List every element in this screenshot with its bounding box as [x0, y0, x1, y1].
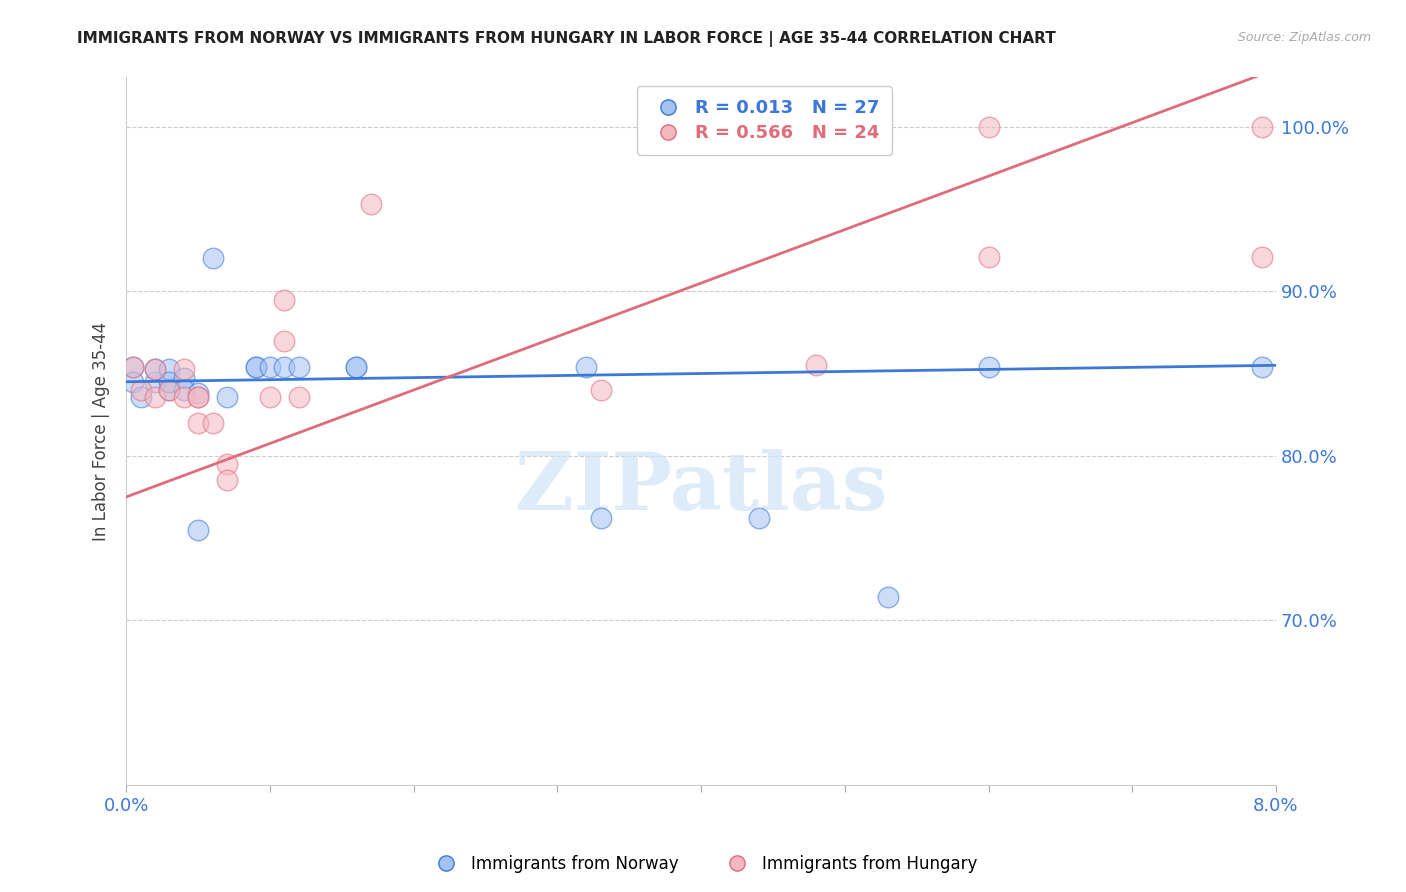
Point [804, 359, 827, 373]
Text: ZIPatlas: ZIPatlas [515, 449, 887, 526]
Point [977, 120, 1000, 134]
Point [259, 359, 281, 374]
Point [157, 383, 180, 397]
Point [273, 293, 295, 307]
Point [157, 383, 180, 397]
Point [173, 390, 195, 404]
Text: Source: ZipAtlas.com: Source: ZipAtlas.com [1237, 31, 1371, 45]
Point [360, 197, 382, 211]
Point [201, 252, 224, 266]
Point [122, 375, 145, 389]
Point [245, 359, 267, 374]
Point [157, 361, 180, 376]
Point [143, 361, 166, 376]
Point [287, 390, 309, 404]
Point [273, 334, 295, 348]
Point [143, 375, 166, 389]
Point [173, 361, 195, 376]
Y-axis label: In Labor Force | Age 35-44: In Labor Force | Age 35-44 [93, 321, 110, 541]
Point [215, 474, 238, 488]
Point [173, 383, 195, 397]
Point [748, 511, 770, 525]
Legend: R = 0.013   N = 27, R = 0.566   N = 24: R = 0.013 N = 27, R = 0.566 N = 24 [637, 87, 891, 155]
Point [1250, 250, 1272, 264]
Text: IMMIGRANTS FROM NORWAY VS IMMIGRANTS FROM HUNGARY IN LABOR FORCE | AGE 35-44 COR: IMMIGRANTS FROM NORWAY VS IMMIGRANTS FRO… [77, 31, 1056, 47]
Point [215, 390, 238, 404]
Point [977, 359, 1000, 374]
Point [157, 375, 180, 389]
Point [122, 359, 145, 374]
Point [187, 390, 209, 404]
Point [245, 359, 267, 374]
Point [589, 383, 612, 397]
Point [187, 386, 209, 401]
Point [143, 361, 166, 376]
Point [589, 511, 612, 525]
Point [273, 359, 295, 374]
Point [201, 416, 224, 430]
Point [173, 371, 195, 385]
Point [259, 390, 281, 404]
Point [122, 359, 145, 374]
Point [187, 390, 209, 404]
Point [187, 523, 209, 537]
Legend: Immigrants from Norway, Immigrants from Hungary: Immigrants from Norway, Immigrants from … [422, 848, 984, 880]
Point [977, 250, 1000, 264]
Point [143, 390, 166, 404]
Point [344, 359, 367, 374]
Point [1250, 120, 1272, 134]
Point [344, 359, 367, 374]
Point [1250, 359, 1272, 374]
Point [129, 390, 152, 404]
Point [129, 383, 152, 397]
Point [187, 416, 209, 430]
Point [877, 591, 900, 605]
Point [575, 359, 598, 374]
Point [287, 359, 309, 374]
Point [215, 457, 238, 471]
